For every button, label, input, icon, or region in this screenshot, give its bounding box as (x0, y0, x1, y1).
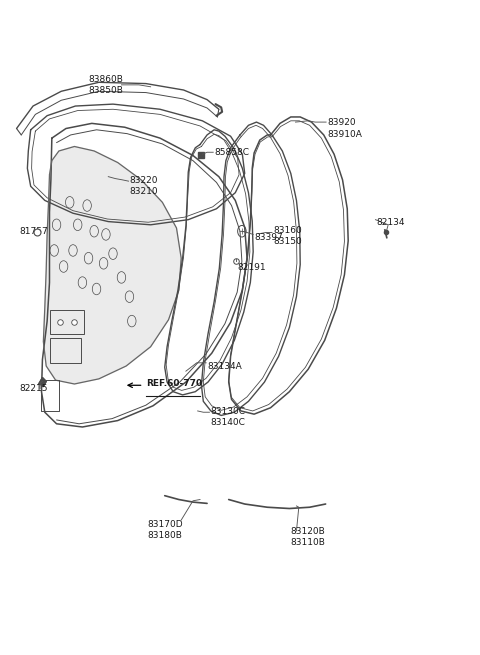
Text: 83170D
83180B: 83170D 83180B (147, 519, 182, 540)
Text: REF.60-770: REF.60-770 (146, 379, 202, 388)
Polygon shape (39, 377, 46, 386)
Text: 83130C
83140C: 83130C 83140C (210, 407, 245, 428)
Text: 85858C: 85858C (214, 148, 249, 157)
Text: 83134A: 83134A (207, 362, 242, 371)
Text: 82215: 82215 (20, 384, 48, 393)
Text: 83120B
83110B: 83120B 83110B (291, 527, 325, 548)
Text: 82134: 82134 (376, 218, 405, 227)
Bar (50, 339, 81, 363)
Text: 81757: 81757 (20, 227, 48, 236)
Polygon shape (43, 147, 181, 384)
Text: 82191: 82191 (238, 263, 266, 272)
Text: 83860B
83850B: 83860B 83850B (88, 75, 123, 95)
Text: 83920
83910A: 83920 83910A (327, 119, 362, 139)
Text: 83220
83210: 83220 83210 (130, 176, 158, 196)
Text: 83160
83150: 83160 83150 (273, 226, 301, 246)
Bar (50, 310, 84, 334)
Text: 83397: 83397 (254, 233, 283, 242)
